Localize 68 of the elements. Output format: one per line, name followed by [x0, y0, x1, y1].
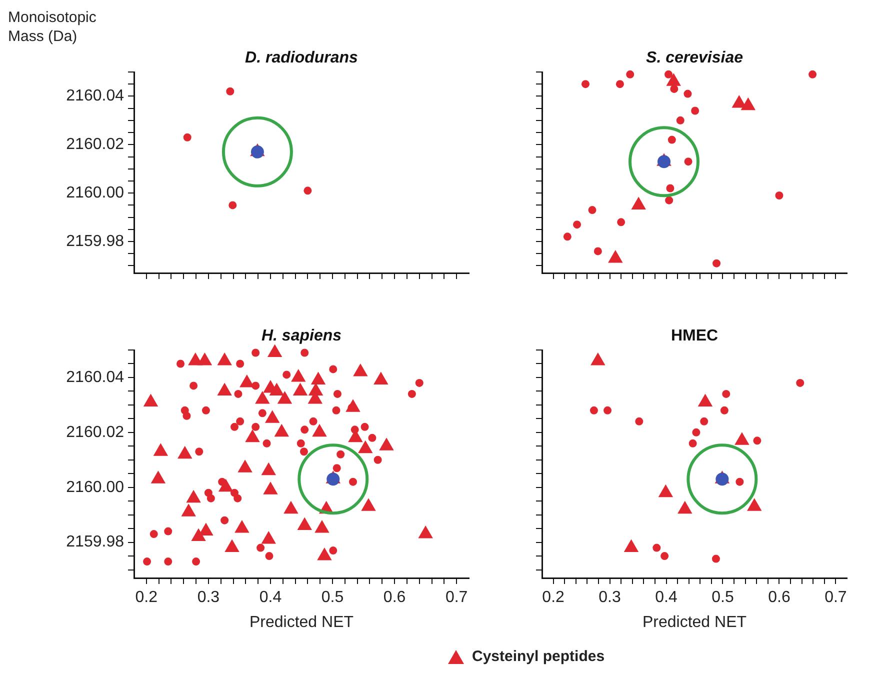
x-tick-label: 0.5 [321, 589, 344, 606]
x-tick-label: 0.6 [383, 589, 406, 606]
chart-title: S. cerevisiae [646, 49, 744, 66]
x-tick-label: 0.7 [824, 589, 847, 606]
point [304, 186, 312, 195]
x-tick-label: 0.4 [655, 589, 678, 606]
point [590, 406, 598, 414]
x-axis-title: Predicted NET [249, 614, 354, 631]
point [664, 70, 673, 78]
y-tick-label: 2160.02 [66, 136, 124, 154]
y-tick-label: 2160.00 [66, 478, 124, 496]
y-axis-title: Monoisotopic Mass (Da) [8, 8, 98, 46]
point [720, 406, 728, 414]
point [626, 70, 634, 78]
chart-title: HMEC [670, 327, 718, 344]
point [668, 136, 676, 144]
point [722, 390, 730, 398]
point [775, 192, 784, 200]
x-tick-label: 0.3 [598, 589, 621, 606]
point [660, 552, 669, 560]
x-tick-label: 0.4 [259, 589, 282, 606]
point [594, 247, 602, 256]
point [796, 378, 804, 387]
y-tick-label: 2160.00 [66, 184, 124, 202]
x-tick-label: 0.3 [197, 589, 220, 606]
y-tick-label: 2160.04 [66, 88, 124, 105]
point [666, 184, 674, 192]
point [700, 417, 708, 426]
point [573, 220, 582, 229]
point [183, 133, 192, 142]
chart-title: H. sapiens [261, 327, 342, 344]
point [563, 232, 572, 241]
point [691, 106, 700, 115]
point [692, 428, 700, 436]
point [716, 472, 729, 486]
x-tick-label: 0.2 [542, 589, 565, 606]
point [684, 158, 692, 166]
point [617, 218, 626, 226]
point [712, 259, 721, 268]
point [670, 84, 678, 93]
x-axis-title: Predicted NET [642, 614, 747, 631]
point [676, 116, 684, 124]
chart-title: D. radiodurans [245, 49, 358, 66]
point [665, 196, 674, 204]
point [226, 87, 234, 96]
x-tick-label: 0.7 [445, 589, 468, 606]
point [753, 436, 762, 445]
y-tick-label: 2159.98 [66, 232, 124, 250]
x-tick-label: 0.5 [712, 589, 734, 606]
point [684, 90, 692, 98]
point [588, 206, 596, 214]
x-tick-label: 0.6 [768, 589, 790, 606]
point [712, 554, 720, 563]
point [652, 544, 661, 552]
x-tick-label: 0.2 [135, 589, 158, 606]
point [635, 417, 644, 426]
point [616, 80, 624, 88]
point [658, 155, 670, 168]
y-tick-label: 2160.04 [66, 368, 124, 386]
point [688, 439, 697, 448]
point [228, 201, 237, 210]
point [581, 80, 590, 88]
point [604, 406, 612, 414]
legend-label: Cysteinyl peptides [472, 648, 605, 665]
point [736, 478, 744, 486]
point [808, 70, 817, 78]
y-tick-label: 2160.02 [66, 424, 124, 441]
y-tick-label: 2159.98 [66, 534, 124, 551]
